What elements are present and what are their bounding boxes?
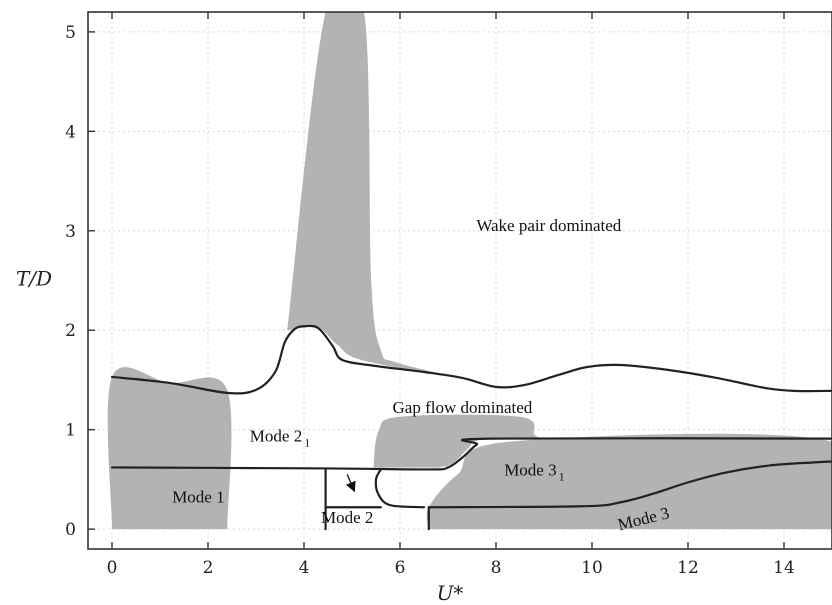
y-tick-label: 3 bbox=[65, 222, 76, 242]
x-tick-label: 4 bbox=[299, 558, 310, 578]
regime-boundary bbox=[110, 324, 832, 395]
regime-boundary bbox=[427, 460, 832, 509]
x-tick-label: 6 bbox=[395, 558, 406, 578]
region-label: Mode 1 bbox=[172, 487, 224, 506]
y-tick-label: 0 bbox=[65, 520, 76, 540]
y-tick-label: 5 bbox=[65, 23, 76, 43]
region-label: Wake pair dominated bbox=[476, 216, 621, 235]
y-tick-label: 4 bbox=[65, 122, 76, 142]
axis-titles: U* T/D bbox=[16, 267, 463, 605]
regime-boundary bbox=[374, 468, 426, 509]
regime-boundaries bbox=[110, 324, 832, 531]
x-tick-label: 0 bbox=[107, 558, 118, 578]
mode-2-1-arrow bbox=[345, 474, 356, 493]
x-tick-label: 12 bbox=[677, 558, 699, 578]
plot-frame bbox=[87, 11, 832, 550]
region-label: Gap flow dominated bbox=[393, 398, 533, 417]
shaded-region bbox=[426, 433, 832, 530]
shaded-region bbox=[107, 367, 232, 530]
shaded-region bbox=[373, 414, 543, 468]
x-axis-label: U* bbox=[437, 581, 464, 605]
y-tick-label: 2 bbox=[65, 321, 76, 341]
y-tick-label: 1 bbox=[65, 421, 76, 441]
y-axis-label: T/D bbox=[16, 267, 52, 291]
region-label: Mode 2 bbox=[321, 508, 373, 527]
regime-boundary bbox=[110, 437, 832, 471]
x-tick-label: 8 bbox=[491, 558, 502, 578]
shaded-regions bbox=[107, 12, 832, 530]
shaded-region bbox=[287, 12, 449, 376]
x-tick-label: 14 bbox=[773, 558, 795, 578]
x-tick-label: 2 bbox=[203, 558, 214, 578]
x-tick-label: 10 bbox=[581, 558, 603, 578]
